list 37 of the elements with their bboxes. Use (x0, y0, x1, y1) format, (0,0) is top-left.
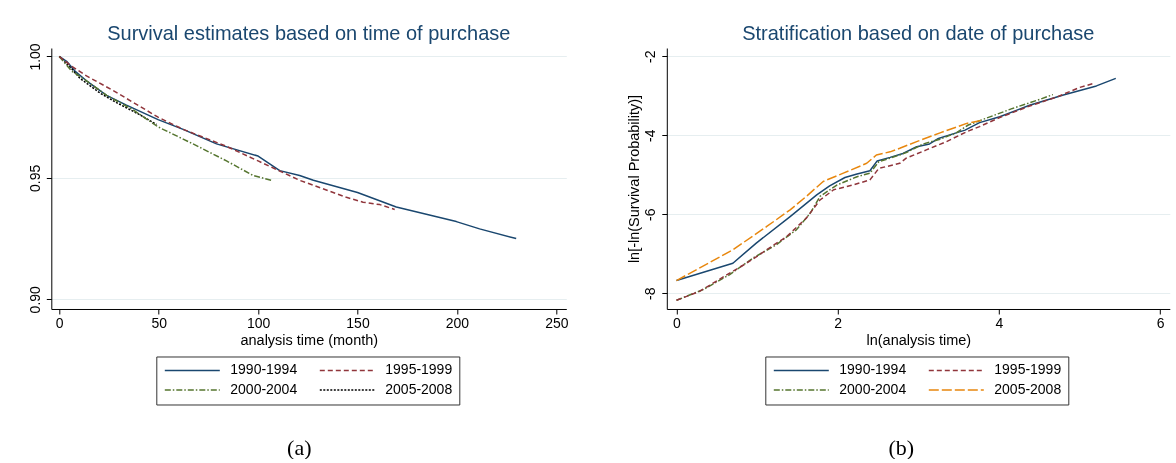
y-tick-label: -6 (642, 208, 659, 221)
text: (a) (287, 435, 312, 460)
x-axis-title: ln(analysis time) (866, 332, 972, 349)
y-tick-label: -8 (642, 287, 659, 300)
line-series (58, 55, 273, 182)
x-axis-title: analysis time (month) (240, 332, 379, 349)
x-tick-label: 4 (995, 315, 1004, 332)
y-axis-title: ln[-ln(Survival Probability)] (626, 94, 643, 264)
legend-label: 2005-2008 (385, 381, 453, 398)
legend-label: 1995-1999 (994, 361, 1062, 378)
x-tick-label: 6 (1156, 315, 1165, 332)
legend-label: 2000-2004 (230, 381, 298, 398)
legend-label: 1995-1999 (385, 361, 453, 378)
x-tick-label: 50 (151, 315, 168, 332)
x-tick-label: 250 (545, 315, 569, 332)
chart-title: Survival estimates based on time of purchase (107, 21, 511, 44)
line-series (675, 119, 984, 282)
y-tick-label: 0.95 (26, 164, 43, 192)
x-tick-label: 100 (246, 315, 271, 332)
legend-label: 2000-2004 (839, 381, 907, 398)
legend-label: 1990-1994 (839, 361, 907, 378)
line-series (58, 55, 396, 211)
x-tick-label: 200 (445, 315, 470, 332)
y-tick-label: -4 (642, 129, 659, 142)
chart-title: Stratification based on date of purchase (742, 22, 1095, 45)
y-tick-label: 1.00 (26, 43, 43, 71)
legend-label: 1990-1994 (230, 361, 298, 378)
legend-label: 2005-2008 (994, 381, 1062, 398)
x-tick-label: 150 (346, 315, 370, 332)
line-series (58, 55, 517, 240)
x-tick-label: 0 (55, 315, 64, 332)
x-tick-label: 2 (834, 315, 843, 332)
line-series (675, 77, 1117, 282)
text: (b) (888, 435, 915, 460)
x-tick-label: 0 (673, 315, 682, 332)
y-tick-label: -2 (642, 50, 659, 64)
y-tick-label: 0.90 (26, 285, 43, 314)
